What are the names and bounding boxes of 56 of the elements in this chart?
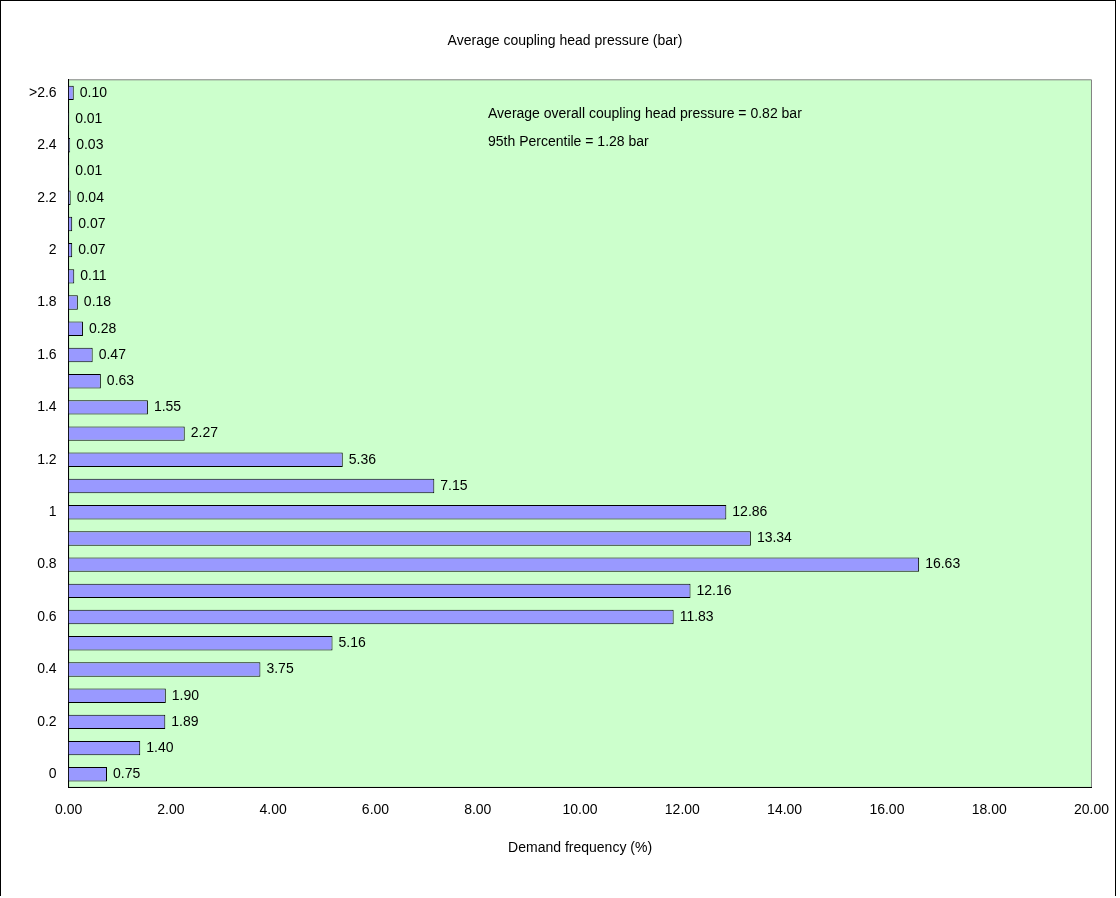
y-tick-label: 1.4: [37, 398, 57, 415]
y-tick-label: 0.4: [37, 660, 57, 677]
data-label: 0.07: [78, 241, 106, 258]
data-label: 1.40: [146, 738, 174, 755]
data-label: 0.07: [78, 214, 106, 231]
y-tick-label: 1: [48, 503, 57, 520]
data-label: 0.04: [76, 188, 105, 205]
x-axis-title: Demand frequency (%): [508, 839, 653, 856]
y-tick-label: 2: [48, 241, 57, 258]
data-label: 0.63: [106, 372, 135, 389]
data-label: 0.28: [88, 319, 117, 336]
data-label: 13.34: [756, 529, 793, 546]
data-label: 12.16: [696, 581, 732, 598]
annotation: 95th Percentile = 1.28 bar: [488, 132, 650, 149]
y-tick-label: >2.6: [29, 83, 57, 100]
data-label: 16.63: [925, 555, 961, 572]
x-tick-label: 18.00: [971, 800, 1007, 817]
y-tick-label: 1.8: [37, 293, 57, 310]
data-label: 0.01: [75, 109, 103, 126]
x-tick-label: 16.00: [869, 800, 905, 817]
data-label: 12.86: [732, 503, 768, 520]
data-label: 0.10: [79, 83, 108, 100]
data-label: 1.89: [171, 712, 199, 729]
x-tick-label: 20.00: [1073, 800, 1110, 817]
y-tick-label: 0: [48, 765, 57, 782]
data-label: 7.15: [440, 476, 468, 493]
data-label: 11.83: [679, 607, 714, 624]
data-label: 2.27: [190, 424, 219, 441]
data-label: 1.90: [171, 686, 200, 703]
y-tick-label: 2.2: [37, 188, 57, 205]
x-tick-label: 4.00: [259, 800, 288, 817]
y-tick-label: 0.8: [37, 555, 57, 572]
y-tick-label: 0.6: [37, 607, 57, 624]
x-tick-label: 12.00: [664, 800, 701, 817]
y-tick-label: 0.2: [37, 712, 57, 729]
data-label: 0.01: [75, 162, 103, 179]
x-tick-label: 8.00: [464, 800, 492, 817]
y-tick-label: 1.2: [37, 450, 57, 467]
data-label: 0.18: [83, 293, 112, 310]
data-label: 0.03: [76, 136, 104, 153]
x-tick-label: 10.00: [562, 800, 598, 817]
data-label: 5.16: [338, 634, 366, 651]
x-tick-label: 2.00: [157, 800, 185, 817]
data-label: 0.11: [80, 267, 107, 284]
data-label: 0.75: [112, 765, 141, 782]
data-label: 3.75: [266, 660, 294, 677]
y-tick-label: 1.6: [37, 345, 57, 362]
data-label: 5.36: [348, 450, 377, 467]
data-label: 1.55: [153, 398, 182, 415]
data-label: 0.47: [98, 345, 127, 362]
annotation: Average overall coupling head pressure = 0.82 bar: [488, 104, 803, 121]
x-tick-label: 14.00: [767, 800, 803, 817]
chart-title: Average coupling head pressure (bar): [447, 32, 683, 49]
x-tick-label: 6.00: [361, 800, 390, 817]
x-tick-label: 0.00: [55, 800, 83, 817]
y-tick-label: 2.4: [37, 136, 57, 153]
